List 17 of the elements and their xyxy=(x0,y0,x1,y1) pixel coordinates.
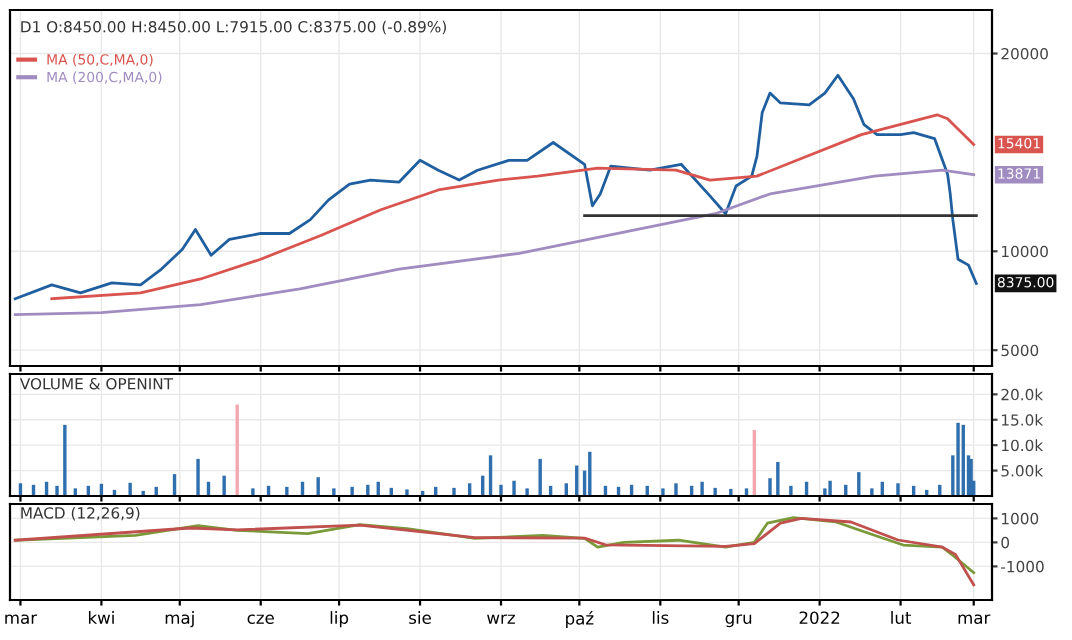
line-series xyxy=(13,168,976,316)
x-tick-label: maj xyxy=(165,611,194,628)
x-tick-label: lis xyxy=(652,611,669,625)
x-tick-label: kwi xyxy=(88,611,114,624)
x-tick-label: mar xyxy=(958,614,991,625)
x-tick-label: sie xyxy=(409,611,431,625)
x-tick-label: gru xyxy=(725,614,752,628)
x-tick-label: lut xyxy=(891,611,912,625)
x-tick-label: cze xyxy=(247,614,274,625)
line-series xyxy=(50,113,976,301)
x-tick-label: 2022 xyxy=(799,611,840,625)
line-series xyxy=(13,517,976,587)
x-tick-label: paź xyxy=(566,611,594,628)
line-series xyxy=(13,73,978,301)
x-tick-label: wrz xyxy=(487,614,515,624)
x-tick-label: lip xyxy=(330,611,349,628)
x-tick-label: mar xyxy=(5,614,38,625)
